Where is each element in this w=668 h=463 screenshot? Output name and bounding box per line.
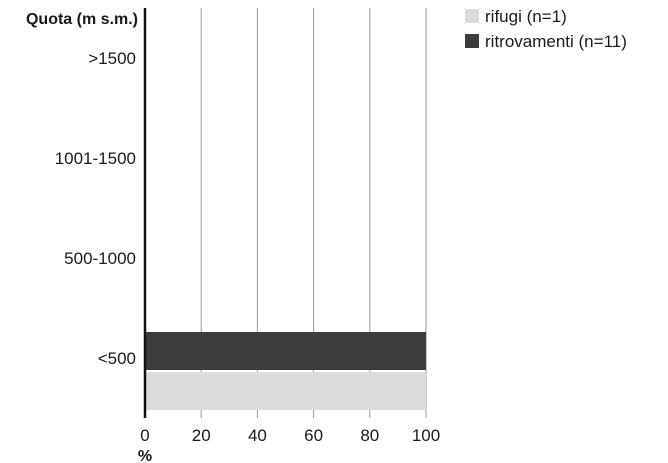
x-axis-title: % — [138, 448, 152, 463]
x-tick-label-80: 80 — [360, 426, 379, 445]
legend-swatch-ritrovamenti — [465, 34, 479, 48]
x-tick-label-40: 40 — [248, 426, 267, 445]
y-axis-category-labels: >1500 1001-1500 500-1000 <500 — [55, 49, 136, 368]
legend: rifugi (n=1) ritrovamenti (n=11) — [465, 7, 627, 51]
category-label-1: 1001-1500 — [55, 149, 136, 168]
category-label-0: >1500 — [88, 49, 136, 68]
x-tick-label-0: 0 — [140, 426, 149, 445]
category-label-3: <500 — [98, 349, 136, 368]
bars — [145, 332, 426, 410]
x-axis-tick-labels: 0 20 40 60 80 100 — [140, 426, 440, 445]
bar-rifugi-3 — [145, 372, 426, 410]
y-axis-title: Quota (m s.m.) — [26, 11, 138, 28]
x-tick-label-60: 60 — [304, 426, 323, 445]
legend-swatch-rifugi — [465, 9, 479, 23]
legend-label-rifugi: rifugi (n=1) — [485, 7, 567, 26]
x-tick-label-20: 20 — [192, 426, 211, 445]
legend-label-ritrovamenti: ritrovamenti (n=11) — [485, 32, 627, 51]
bar-ritrovamenti-3 — [145, 332, 426, 370]
x-tick-label-100: 100 — [412, 426, 440, 445]
category-label-2: 500-1000 — [64, 249, 136, 268]
